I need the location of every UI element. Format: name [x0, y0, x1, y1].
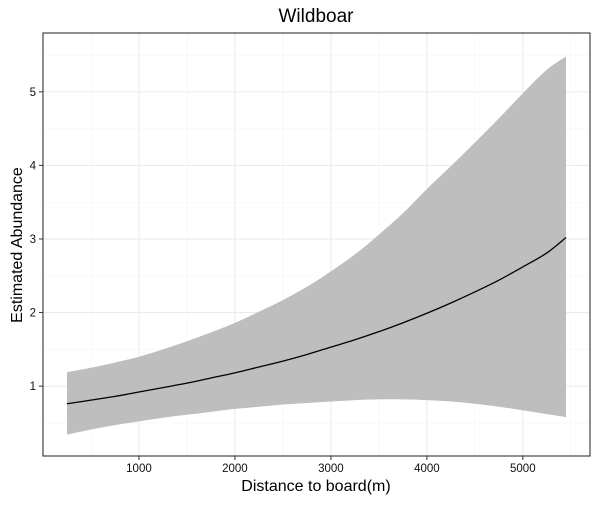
confidence-band: [66, 56, 567, 435]
y-tick-label: 3: [30, 234, 36, 246]
y-axis-title: Estimated Abundance: [9, 167, 26, 323]
y-tick-label: 2: [30, 308, 36, 320]
y-tick-label: 4: [30, 160, 37, 172]
x-tick-label: 3000: [318, 463, 344, 475]
x-tick-label: 2000: [222, 463, 248, 475]
y-tick-label: 1: [30, 381, 36, 393]
x-tick-label: 4000: [414, 463, 440, 475]
confidence-band-layer: [66, 56, 567, 435]
axes: 1000 2000 3000 4000 5000 1 2 3 4 5: [30, 32, 591, 475]
panel-border: [42, 32, 591, 457]
y-tick-label: 5: [30, 87, 36, 99]
fit-line: [66, 237, 567, 405]
x-tick-label: 5000: [510, 463, 536, 475]
x-axis-title: Distance to board(m): [241, 478, 390, 495]
chart-title: Wildboar: [279, 6, 355, 27]
fit-line-layer: [66, 237, 567, 405]
x-tick-label: 1000: [126, 463, 152, 475]
